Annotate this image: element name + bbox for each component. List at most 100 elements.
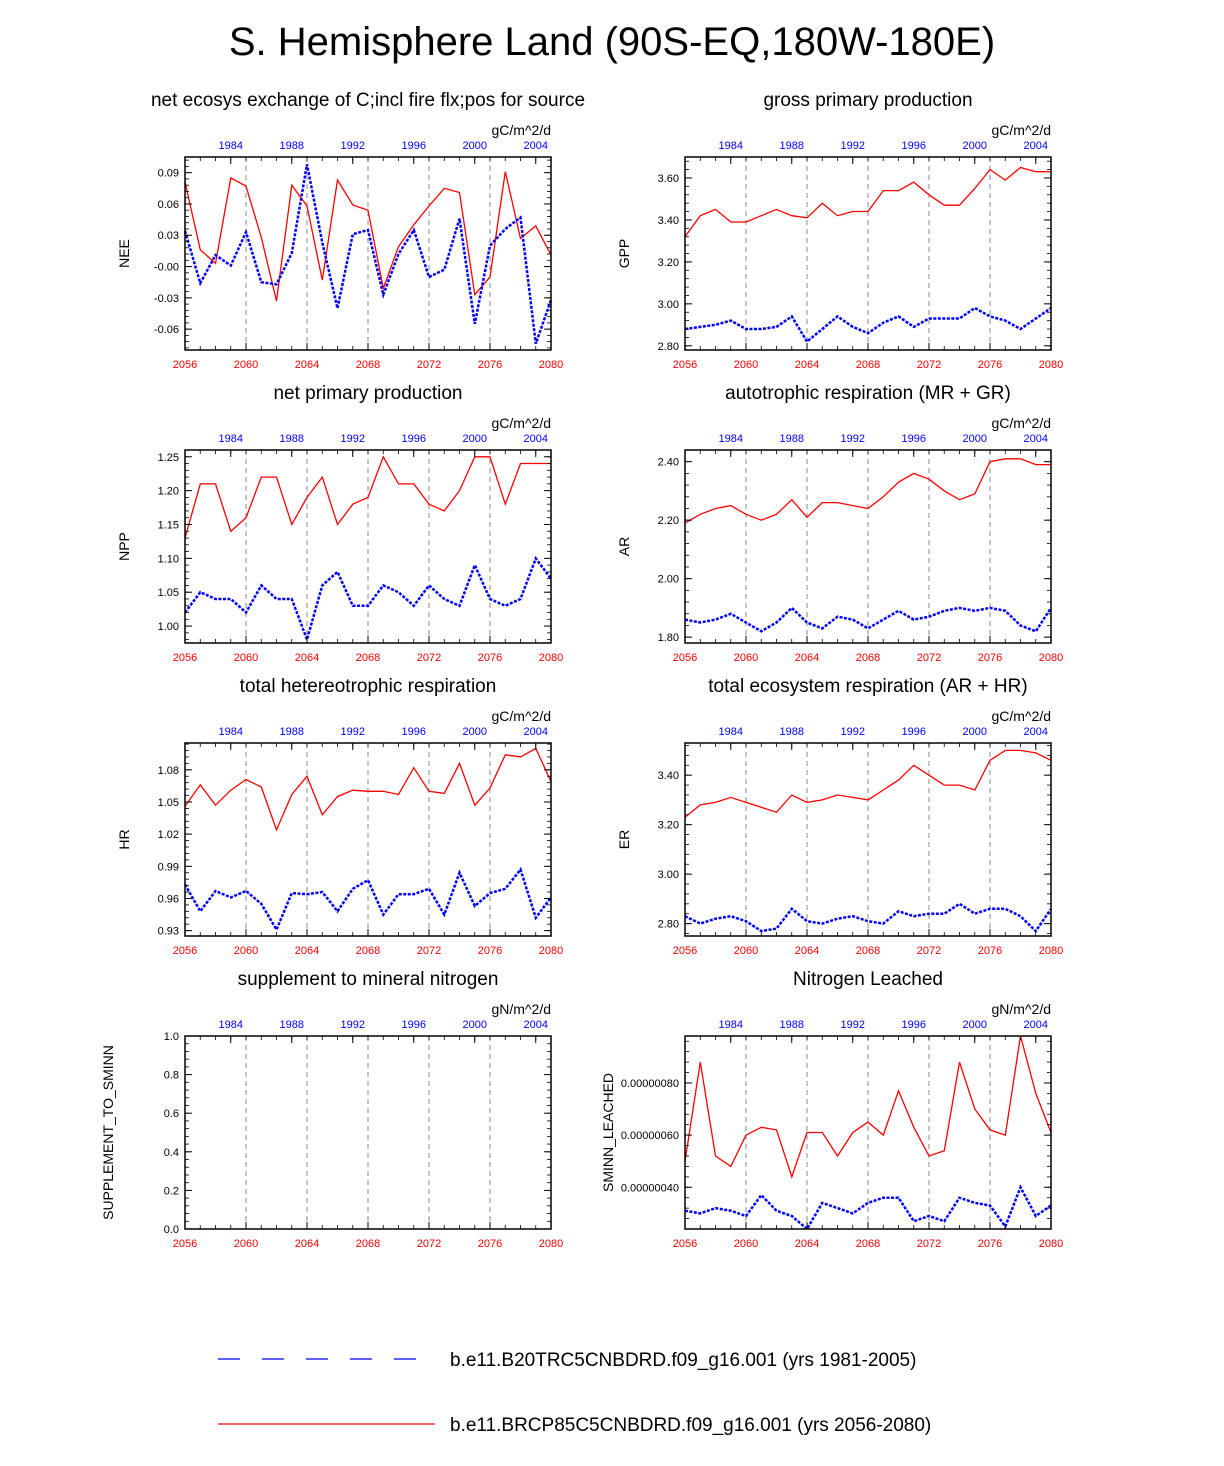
- legend: b.e11.B20TRC5CNBDRD.f09_g16.001 (yrs 198…: [218, 1350, 931, 1436]
- x-tick-label-top: 1996: [402, 726, 426, 738]
- x-tick-label-bottom: 2076: [978, 652, 1002, 664]
- x-tick-label-bottom: 2064: [295, 1238, 319, 1250]
- x-tick-label-bottom: 2064: [795, 1238, 819, 1250]
- y-axis-label: AR: [616, 537, 632, 556]
- y-tick-label: 0.99: [158, 861, 179, 873]
- x-tick-label-top: 1988: [280, 140, 304, 152]
- x-tick-label-bottom: 2056: [673, 1238, 697, 1250]
- panel-ar: autotrophic respiration (MR + GR) gC/m^2/…: [616, 383, 1063, 664]
- y-tick-label: 1.08: [158, 765, 179, 777]
- x-tick-label-top: 2004: [1024, 726, 1048, 738]
- x-tick-label-bottom: 2056: [173, 359, 197, 371]
- x-tick-label-bottom: 2072: [917, 359, 941, 371]
- y-tick-label: 2.20: [658, 515, 679, 527]
- y-axis-label: NEE: [116, 239, 132, 268]
- x-tick-label-bottom: 2076: [978, 359, 1002, 371]
- x-tick-label-bottom: 2072: [417, 652, 441, 664]
- y-tick-label: 3.40: [658, 215, 679, 227]
- y-tick-label: 3.00: [658, 869, 679, 881]
- x-tick-label-bottom: 2056: [673, 945, 697, 957]
- x-tick-label-bottom: 2060: [734, 359, 758, 371]
- x-tick-label-top: 1988: [780, 140, 804, 152]
- y-axis-label: HR: [116, 829, 132, 849]
- y-tick-label: 3.20: [658, 820, 679, 832]
- x-tick-label-bottom: 2068: [856, 945, 880, 957]
- series-line-future: [184, 171, 552, 302]
- y-tick-label: 1.05: [158, 797, 179, 809]
- x-tick-label-bottom: 2072: [417, 945, 441, 957]
- x-tick-label-bottom: 2060: [734, 652, 758, 664]
- x-tick-label-top: 1984: [719, 1019, 743, 1031]
- x-tick-label-top: 2000: [963, 1019, 987, 1031]
- x-tick-label-bottom: 2060: [234, 652, 258, 664]
- y-tick-label: 2.80: [658, 919, 679, 931]
- y-tick-label: 1.10: [158, 553, 179, 565]
- page-title: S. Hemisphere Land (90S-EQ,180W-180E): [228, 20, 996, 64]
- x-tick-label-top: 1984: [719, 140, 743, 152]
- x-tick-label-top: 2000: [963, 140, 987, 152]
- y-tick-label: 0.6: [164, 1108, 179, 1120]
- legend-label: b.e11.BRCP85C5CNBDRD.f09_g16.001 (yrs 20…: [450, 1415, 931, 1436]
- x-tick-label-top: 1996: [902, 433, 926, 445]
- y-tick-label: -0.00: [154, 262, 179, 274]
- x-tick-label-bottom: 2072: [917, 945, 941, 957]
- panel-nee: net ecosys exchange of C;incl fire flx;p…: [116, 90, 585, 371]
- series-line-historical: [183, 164, 553, 345]
- x-tick-label-top: 2004: [524, 140, 548, 152]
- x-tick-label-top: 1996: [902, 140, 926, 152]
- panel-er: total ecosystem respiration (AR + HR) gC/…: [616, 676, 1063, 957]
- y-axis-label: SUPPLEMENT_TO_SMINN: [100, 1045, 116, 1220]
- x-tick-label-bottom: 2072: [917, 1238, 941, 1250]
- x-tick-label-top: 2000: [963, 433, 987, 445]
- x-tick-label-top: 2004: [1024, 1019, 1048, 1031]
- x-tick-label-bottom: 2076: [478, 945, 502, 957]
- x-tick-label-bottom: 2064: [295, 359, 319, 371]
- x-tick-label-bottom: 2064: [795, 359, 819, 371]
- series-line-historical: [684, 1184, 1052, 1231]
- legend-label: b.e11.B20TRC5CNBDRD.f09_g16.001 (yrs 198…: [450, 1350, 916, 1371]
- y-tick-label: 0.06: [158, 199, 179, 211]
- y-tick-label: 1.05: [158, 587, 179, 599]
- y-tick-label: 0.4: [164, 1147, 179, 1159]
- x-tick-label-top: 2004: [524, 433, 548, 445]
- series-line-future: [684, 749, 1052, 818]
- x-tick-label-bottom: 2080: [1039, 945, 1063, 957]
- y-tick-label: 2.40: [658, 457, 679, 469]
- x-tick-label-bottom: 2060: [234, 945, 258, 957]
- x-tick-label-top: 2000: [463, 1019, 487, 1031]
- x-tick-label-bottom: 2060: [734, 1238, 758, 1250]
- series-line-future: [684, 166, 1051, 238]
- x-tick-label-bottom: 2072: [417, 359, 441, 371]
- y-tick-label: 0.09: [158, 168, 179, 180]
- x-tick-label-bottom: 2080: [1039, 359, 1063, 371]
- x-tick-label-top: 1992: [841, 1019, 865, 1031]
- y-axis-label: ER: [616, 830, 632, 849]
- y-tick-label: 0.8: [164, 1070, 179, 1082]
- units-label: gC/m^2/d: [492, 415, 551, 431]
- x-tick-label-bottom: 2060: [234, 359, 258, 371]
- x-tick-label-bottom: 2076: [478, 359, 502, 371]
- x-tick-label-top: 1984: [219, 433, 243, 445]
- x-tick-label-bottom: 2064: [295, 652, 319, 664]
- x-tick-label-top: 1988: [780, 433, 804, 445]
- x-tick-label-bottom: 2080: [539, 1238, 563, 1250]
- y-tick-label: 3.00: [658, 299, 679, 311]
- x-tick-label-top: 2000: [463, 140, 487, 152]
- y-tick-label: 2.00: [658, 574, 679, 586]
- y-tick-label: 0.0: [164, 1224, 179, 1236]
- y-tick-label: 0.93: [158, 926, 179, 938]
- x-tick-label-top: 1992: [841, 433, 865, 445]
- x-tick-label-top: 1984: [719, 433, 743, 445]
- y-tick-label: 1.80: [658, 632, 679, 644]
- y-tick-label: 1.25: [158, 452, 179, 464]
- x-tick-label-top: 1992: [341, 140, 365, 152]
- x-tick-label-bottom: 2068: [356, 359, 380, 371]
- series-line-historical: [684, 902, 1053, 934]
- units-label: gC/m^2/d: [492, 708, 551, 724]
- x-tick-label-bottom: 2080: [1039, 652, 1063, 664]
- x-tick-label-top: 2004: [1024, 140, 1048, 152]
- series-line-future: [684, 458, 1051, 524]
- x-tick-label-bottom: 2068: [356, 652, 380, 664]
- x-tick-label-bottom: 2060: [234, 1238, 258, 1250]
- series-line-historical: [684, 606, 1053, 633]
